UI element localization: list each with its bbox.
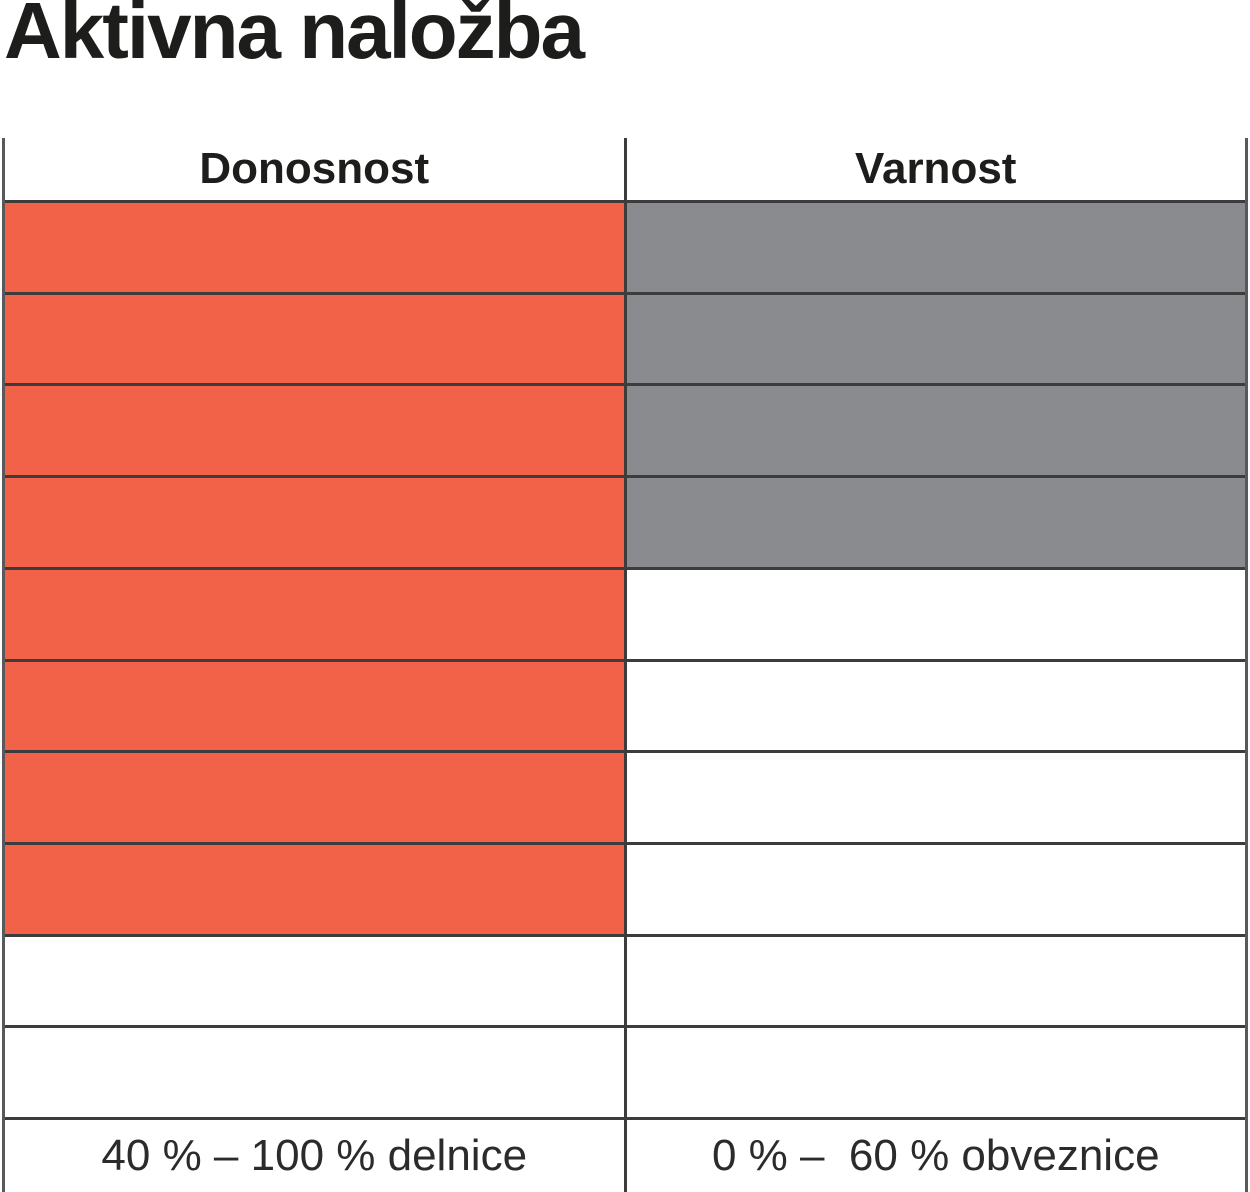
varnost-cell-5 [627,570,1246,659]
donosnost-cell-1 [5,203,627,292]
varnost-cell-6 [627,662,1246,751]
rating-table: Donosnost Varnost 40 % – 100 % delnice 0… [2,138,1248,1192]
table-row [5,478,1245,570]
donosnost-cell-9 [5,936,627,1026]
varnost-cell-2 [626,294,1245,384]
table-row [5,753,1245,845]
varnost-cell-7 [627,753,1246,842]
table-header-row: Donosnost Varnost [5,138,1245,203]
donosnost-cell-4 [5,478,627,567]
donosnost-cell-2 [5,294,627,384]
donosnost-cell-6 [5,661,627,751]
table-row [5,844,1246,937]
donosnost-cell-3 [5,386,627,476]
table-row [5,569,1246,662]
varnost-cell-8 [627,845,1246,934]
donosnost-cell-8 [5,844,627,934]
header-varnost: Varnost [855,144,1017,193]
donosnost-cell-10 [5,1028,627,1118]
footer-delnice-range: 40 % – 100 % delnice [5,1120,627,1192]
footer-obveznice-range: 0 % – 60 % obveznice [711,1131,1160,1180]
page-title: Aktivna naložba [4,0,585,75]
table-row [5,386,1245,479]
varnost-cell-10 [627,1028,1246,1117]
table-row [5,661,1246,754]
table-row [5,1028,1246,1121]
varnost-cell-9 [627,937,1246,1026]
rating-rows [5,203,1246,1121]
table-row [5,294,1245,387]
donosnost-cell-7 [5,753,627,842]
varnost-cell-4 [626,478,1245,567]
varnost-cell-1 [626,203,1245,292]
table-footer-row: 40 % – 100 % delnice 0 % – 60 % obveznic… [5,1120,1245,1192]
header-donosnost: Donosnost [5,138,627,200]
table-row [5,203,1245,295]
varnost-cell-3 [626,386,1245,476]
donosnost-cell-5 [5,569,627,659]
table-row [5,936,1246,1029]
